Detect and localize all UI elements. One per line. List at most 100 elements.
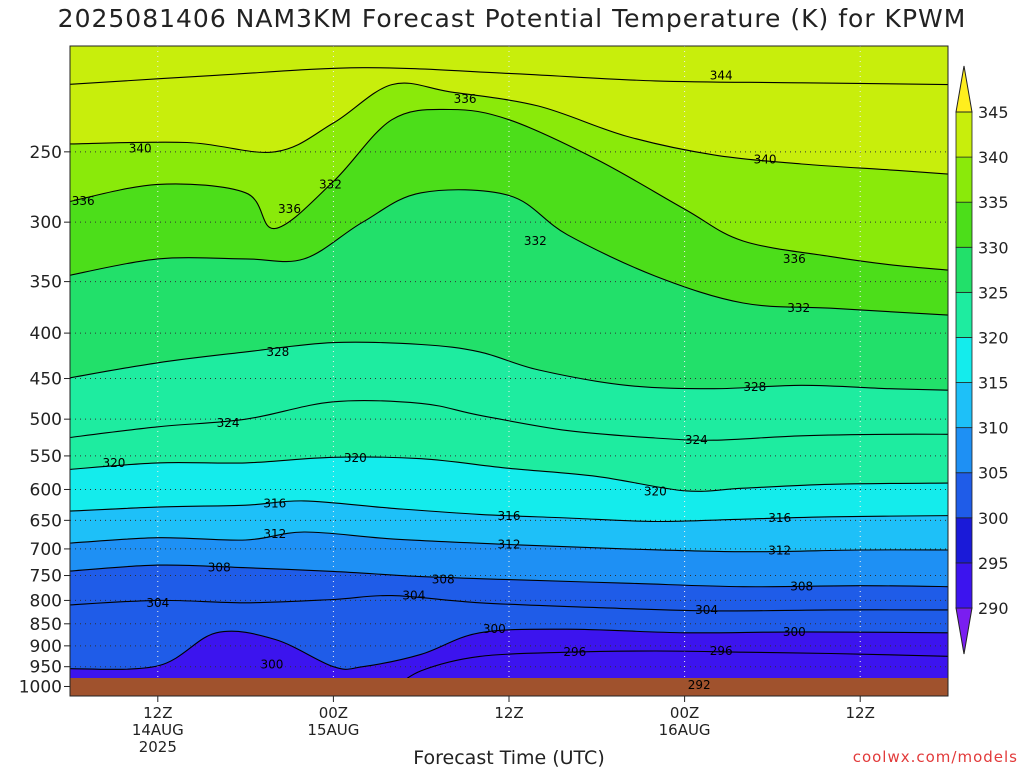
contour-332 xyxy=(70,189,948,316)
contour-320 xyxy=(70,456,948,492)
colorbar-arrow-high xyxy=(955,65,973,113)
contour-label: 304 xyxy=(695,603,718,617)
contour-316 xyxy=(70,500,948,523)
contour-label: 328 xyxy=(743,380,766,394)
contour-336 xyxy=(70,108,948,271)
contour-label: 308 xyxy=(432,573,455,587)
colorbar-segment xyxy=(955,427,973,474)
contour-304 xyxy=(70,594,948,612)
y-tick-label: 450 xyxy=(30,370,62,390)
contour-label: 332 xyxy=(787,301,810,315)
contour-label: 320 xyxy=(344,451,367,465)
y-tick-label: 900 xyxy=(30,637,62,657)
y-axis: 2503003504004505005506006507007508008509… xyxy=(19,143,70,697)
y-tick-label: 950 xyxy=(30,658,62,678)
contour-344 xyxy=(70,67,948,86)
contour-label: 304 xyxy=(146,596,169,610)
contour-labels: 344 340 340 336 336 336 336 332 332 332 328 328 324 3… xyxy=(72,68,813,692)
y-tick-label: 700 xyxy=(30,540,62,560)
colorbar-segment xyxy=(955,111,973,158)
x-tick-label: 12Z xyxy=(143,704,172,722)
y-tick-label: 500 xyxy=(30,410,62,430)
contour-300 xyxy=(70,628,948,670)
contour-label: 316 xyxy=(498,509,521,523)
contour-label: 304 xyxy=(402,589,425,603)
colorbar: 290 295 300 305 310 315 320 325 330 335 340 345 xyxy=(955,65,1009,655)
colorbar-segment xyxy=(955,562,973,609)
x-tick-label: 15AUG xyxy=(307,721,359,739)
colorbar-segment xyxy=(955,201,973,248)
contour-label: 340 xyxy=(754,152,777,166)
source-credit: coolwx.com/models xyxy=(852,748,1018,766)
contour-label: 316 xyxy=(768,511,791,525)
contour-label: 300 xyxy=(260,658,283,672)
contour-label: 332 xyxy=(524,234,547,248)
contour-label: 296 xyxy=(563,645,586,659)
colorbar-label: 315 xyxy=(978,374,1009,393)
colorbar-label: 290 xyxy=(978,599,1009,618)
y-tick-label: 850 xyxy=(30,615,62,635)
y-tick-label: 750 xyxy=(30,567,62,587)
colorbar-segment xyxy=(955,517,973,564)
contour-label: 312 xyxy=(768,544,791,558)
contour-label: 336 xyxy=(454,92,477,106)
contour-label: 332 xyxy=(319,177,342,191)
colorbar-label: 330 xyxy=(978,238,1009,257)
contour-label: 316 xyxy=(263,496,286,510)
y-tick-label: 650 xyxy=(30,511,62,531)
colorbar-label: 305 xyxy=(978,464,1009,483)
contour-label: 308 xyxy=(790,580,813,594)
contour-label: 296 xyxy=(710,644,733,658)
contour-label: 312 xyxy=(263,527,286,541)
contour-label: 292 xyxy=(688,678,711,692)
ground-surface xyxy=(70,678,948,696)
contour-308 xyxy=(70,564,948,588)
contour-label: 300 xyxy=(483,622,506,636)
contour-328 xyxy=(70,341,948,391)
colorbar-label: 325 xyxy=(978,283,1009,302)
contour-label: 336 xyxy=(783,252,806,266)
contour-label: 324 xyxy=(217,416,240,430)
grid-lines xyxy=(70,46,948,696)
y-tick-label: 250 xyxy=(30,143,62,163)
x-tick-label: 00Z xyxy=(670,704,699,722)
contour-label: 344 xyxy=(710,68,733,82)
colorbar-label: 335 xyxy=(978,193,1009,212)
x-tick-label: 12Z xyxy=(846,704,875,722)
colorbar-arrow-low xyxy=(955,607,973,655)
y-tick-label: 1000 xyxy=(19,677,62,697)
contour-296 xyxy=(391,650,948,691)
colorbar-segment xyxy=(955,291,973,338)
contour-lines xyxy=(70,67,948,691)
band-above-344 xyxy=(70,46,948,85)
contour-label: 324 xyxy=(685,433,708,447)
colorbar-segment xyxy=(955,382,973,429)
colorbar-segment xyxy=(955,337,973,383)
contour-label: 336 xyxy=(72,194,95,208)
x-tick-label: 00Z xyxy=(319,704,348,722)
contour-label: 328 xyxy=(266,345,289,359)
colorbar-label: 310 xyxy=(978,419,1009,438)
contour-label: 320 xyxy=(644,484,667,498)
chart-title: 2025081406 NAM3KM Forecast Potential Tem… xyxy=(57,4,967,33)
contour-324 xyxy=(70,400,948,441)
colorbar-segment xyxy=(955,246,973,293)
contour-label: 340 xyxy=(129,142,152,156)
contour-label: 320 xyxy=(102,456,125,470)
x-tick-label: 16AUG xyxy=(659,721,711,739)
contour-312 xyxy=(70,531,948,553)
y-tick-label: 800 xyxy=(30,591,62,611)
colorbar-label: 300 xyxy=(978,509,1009,528)
colorbar-label: 340 xyxy=(978,148,1009,167)
x-tick-label: 12Z xyxy=(494,704,523,722)
colorbar-label: 295 xyxy=(978,554,1009,573)
y-tick-label: 600 xyxy=(30,480,62,500)
color-bands xyxy=(70,46,948,696)
colorbar-segment xyxy=(955,156,973,203)
x-tick-label: 14AUG xyxy=(132,721,184,739)
colorbar-segment xyxy=(955,472,973,519)
y-tick-label: 350 xyxy=(30,273,62,293)
y-tick-label: 400 xyxy=(30,324,62,344)
